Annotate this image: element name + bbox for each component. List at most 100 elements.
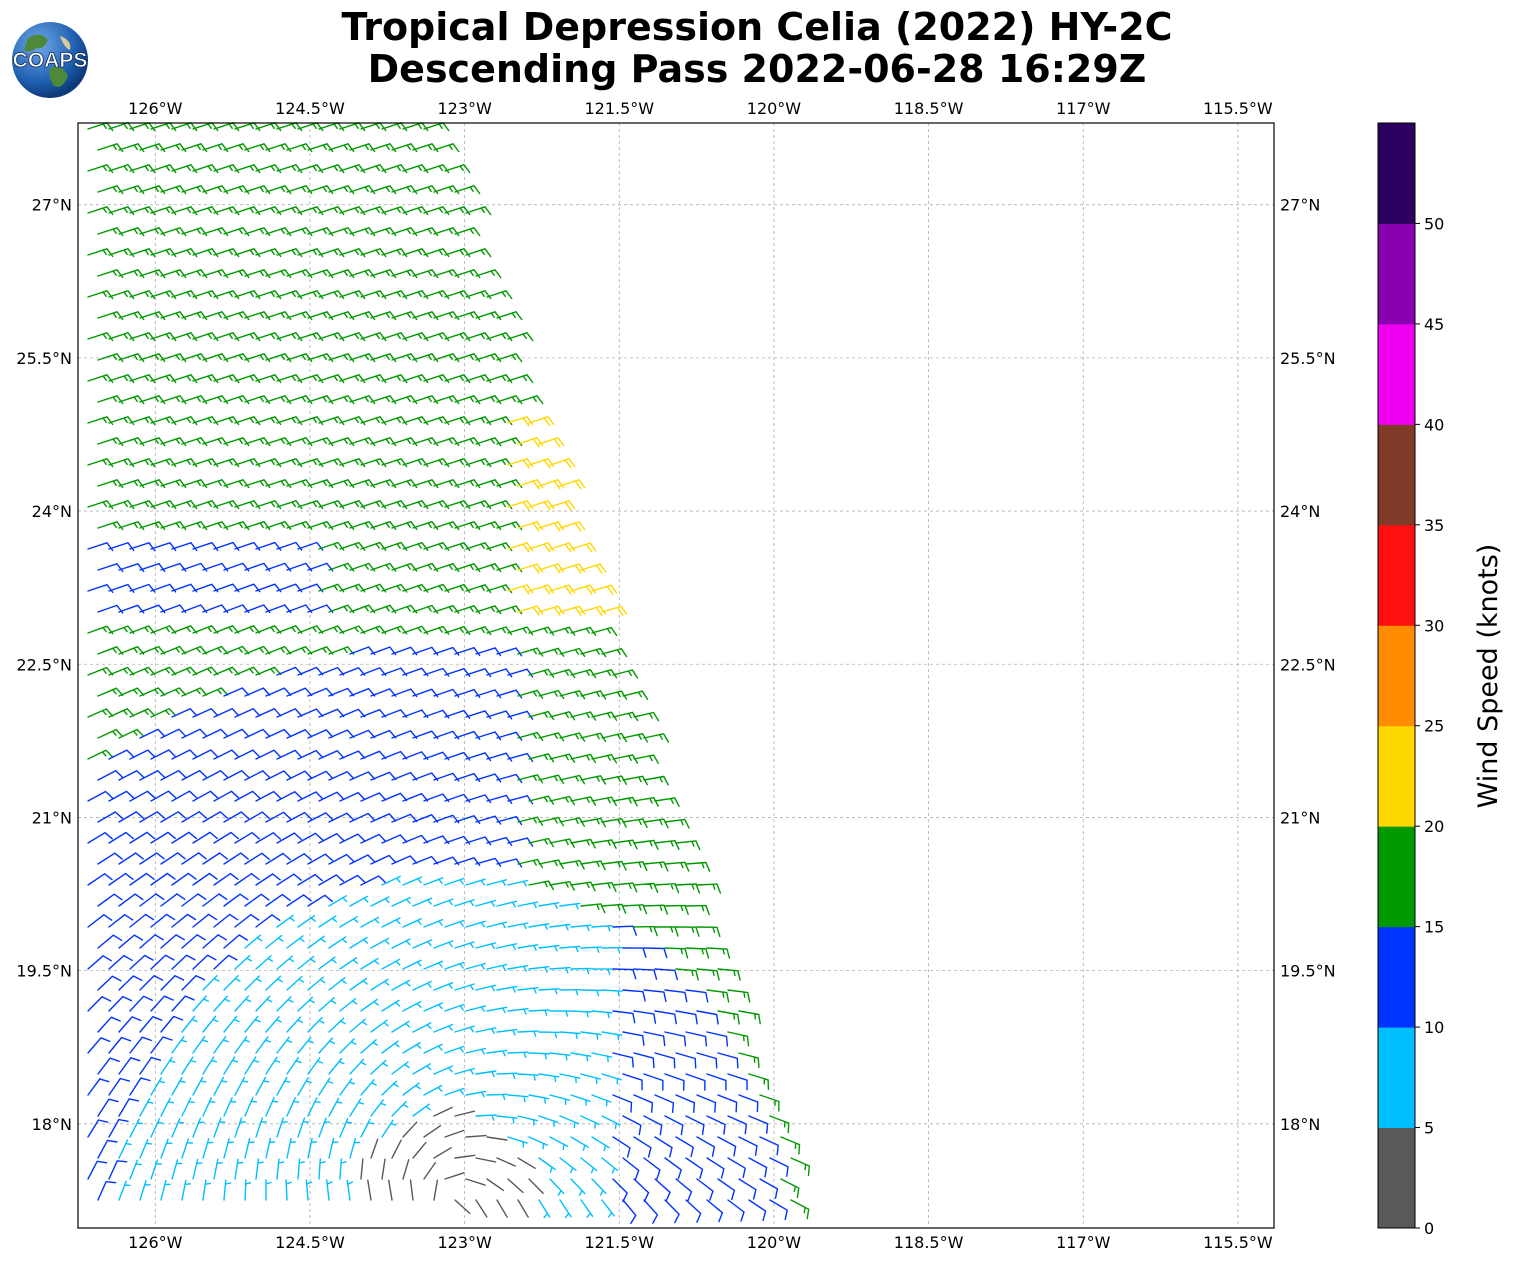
wind-barb	[150, 500, 177, 510]
wind-barb	[276, 914, 295, 928]
wind-barb	[612, 1136, 631, 1158]
wind-barb	[307, 437, 334, 447]
wind-barb	[591, 968, 613, 975]
wind-barb	[496, 816, 523, 826]
wind-barb	[381, 1158, 386, 1180]
wind-barb	[622, 1031, 645, 1046]
wind-barb	[517, 479, 544, 490]
wind-barb	[181, 852, 207, 865]
wind-barb	[307, 853, 334, 865]
lat-label-left: 25.5°N	[16, 349, 72, 368]
wind-barb	[87, 122, 114, 132]
wind-barb	[454, 731, 481, 740]
coaps-logo: COAPS	[10, 20, 90, 100]
wind-barb	[160, 893, 186, 907]
wind-barb	[255, 1076, 270, 1096]
wind-barb	[454, 689, 481, 698]
wind-barb	[318, 750, 345, 760]
wind-barb	[318, 666, 345, 676]
wind-barb	[580, 1031, 602, 1040]
colorbar-tick-label: 50	[1424, 214, 1444, 233]
wind-barb	[580, 860, 606, 871]
wind-barb	[528, 458, 555, 469]
wind-barb	[118, 934, 144, 949]
wind-barb	[171, 1036, 187, 1054]
wind-barb	[255, 790, 282, 802]
wind-barb	[108, 1118, 129, 1138]
wind-barb	[97, 646, 124, 655]
wind-barb	[517, 689, 544, 699]
wind-barb	[381, 917, 401, 928]
wind-barb	[496, 900, 518, 908]
wind-barb	[286, 521, 313, 530]
colorbar-tick-label: 45	[1424, 315, 1444, 334]
wind-barb	[160, 1056, 176, 1075]
wind-barb	[129, 708, 156, 718]
wind-barb	[181, 353, 208, 363]
wind-barb	[276, 541, 303, 551]
wind-barb	[139, 852, 165, 865]
wind-barb	[108, 122, 135, 132]
wind-barb	[486, 752, 513, 762]
wind-barb	[412, 1063, 432, 1075]
wind-barb	[738, 1178, 757, 1200]
wind-barb	[150, 1159, 162, 1180]
wind-barb	[381, 999, 401, 1012]
wind-barb	[633, 1052, 655, 1069]
wind-barb	[381, 792, 408, 802]
wind-barb	[475, 437, 502, 447]
wind-barb	[223, 353, 250, 363]
wind-barb	[318, 915, 338, 928]
wind-barb	[517, 901, 539, 909]
wind-barb	[244, 521, 271, 531]
wind-barb	[675, 840, 701, 851]
wind-barb	[381, 458, 408, 468]
wind-barb	[433, 479, 460, 489]
wind-barb	[265, 811, 292, 823]
wind-barb	[349, 1098, 365, 1117]
wind-barb	[244, 1137, 255, 1159]
wind-barb	[255, 708, 282, 718]
wind-barb	[454, 1110, 476, 1117]
wind-barb	[381, 750, 408, 760]
wind-barb	[370, 185, 397, 195]
wind-barb	[538, 902, 560, 909]
wind-barb	[150, 164, 177, 174]
wind-barb	[412, 227, 439, 237]
wind-barb	[465, 1178, 486, 1186]
wind-barb	[328, 812, 355, 823]
wind-barb	[370, 771, 397, 781]
wind-barb	[297, 1158, 305, 1180]
wind-barb	[318, 625, 345, 634]
wind-barb	[412, 1141, 427, 1159]
wind-barb	[202, 185, 229, 195]
wind-barb	[496, 605, 523, 615]
wind-barb	[402, 959, 422, 970]
wind-barb	[409, 1179, 414, 1201]
wind-barb	[202, 479, 229, 489]
wind-barb	[297, 1117, 309, 1138]
wind-barb	[370, 1099, 387, 1117]
wind-barb	[727, 989, 751, 1003]
wind-barb	[192, 831, 218, 844]
wind-barb	[633, 925, 658, 937]
wind-barb	[675, 1178, 693, 1202]
wind-barb	[118, 1098, 140, 1117]
wind-barb	[475, 521, 502, 531]
wind-barb	[391, 771, 418, 781]
wind-barb	[664, 818, 690, 829]
wind-barb	[171, 913, 197, 928]
map-title-line-2: Descending Pass 2022-06-28 16:29Z	[367, 47, 1147, 91]
lat-label-right: 25.5°N	[1280, 349, 1336, 368]
wind-barb	[517, 1157, 536, 1169]
wind-barb	[549, 881, 575, 891]
wind-barb	[234, 995, 252, 1012]
wind-barb	[160, 852, 186, 865]
wind-barb	[307, 770, 334, 781]
wind-barb	[244, 893, 270, 907]
wind-barb	[244, 852, 270, 865]
lon-label-top: 117°W	[1056, 99, 1111, 118]
wind-barb	[213, 790, 240, 802]
wind-barb	[255, 122, 282, 132]
wind-barb	[454, 227, 481, 237]
